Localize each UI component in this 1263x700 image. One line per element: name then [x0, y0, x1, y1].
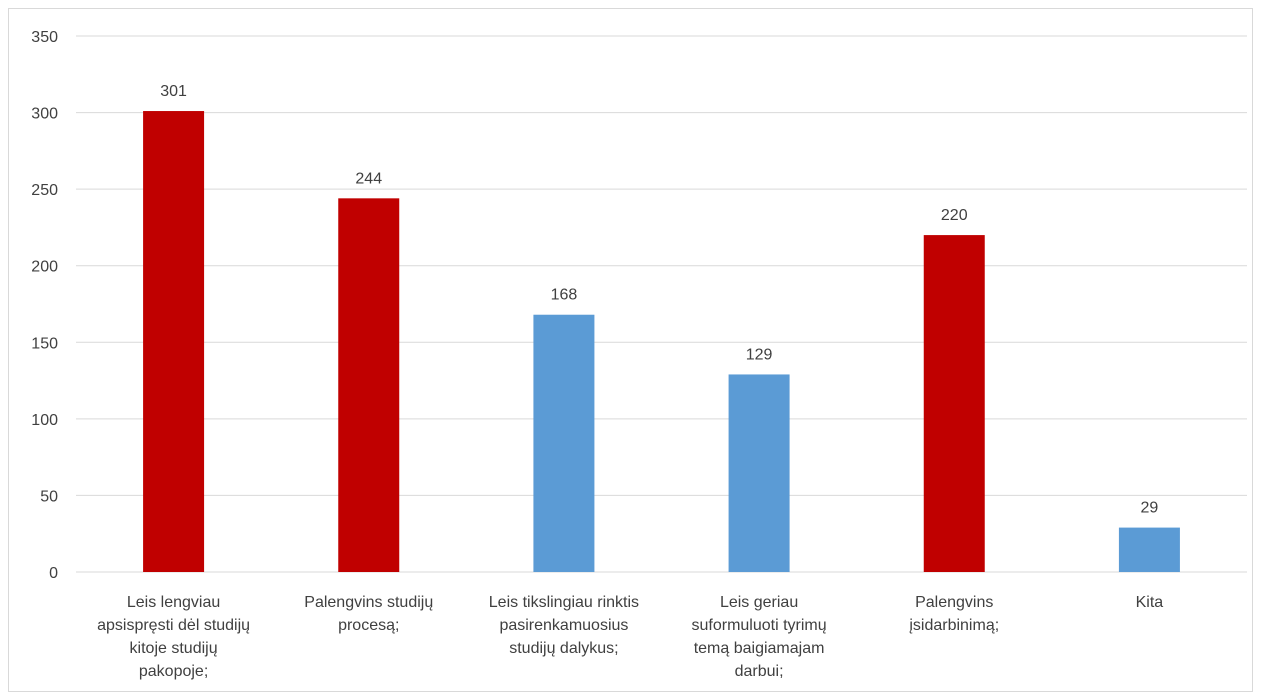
y-tick-label: 150: [31, 335, 58, 352]
x-category-label: Leis lengviau: [127, 594, 220, 611]
data-labels: 301 244 168 129 220 29: [160, 83, 1158, 517]
x-category-label: apsispręsti dėl studijų: [97, 617, 250, 634]
data-label: 301: [160, 83, 187, 100]
x-category-label: suformuluoti tyrimų: [692, 617, 827, 634]
y-tick-label: 350: [31, 29, 58, 46]
x-category-label: Leis geriau: [720, 594, 798, 611]
y-axis-tick-labels: 0 50 100 150 200 250 300 350: [31, 29, 58, 582]
chart-area: 0 50 100 150 200 250 300 350 301 244 168 129 220 29 …: [8, 8, 1253, 692]
y-tick-label: 50: [40, 488, 58, 505]
data-label: 168: [551, 287, 578, 304]
bars: [143, 111, 1180, 573]
y-tick-label: 300: [31, 106, 58, 123]
x-category-label: Palengvins: [915, 594, 993, 611]
y-tick-label: 250: [31, 182, 58, 199]
x-category-label: pasirenkamuosius: [499, 617, 628, 634]
x-category-label: temą baigiamajam: [694, 640, 825, 657]
x-axis-category-labels: Leis lengviau apsispręsti dėl studijų kito…: [97, 594, 1163, 680]
data-label: 220: [941, 207, 968, 224]
gridlines: [76, 35, 1247, 573]
x-category-label: Kita: [1136, 594, 1164, 611]
bar: [1118, 527, 1180, 572]
data-label: 29: [1141, 500, 1159, 517]
bar: [143, 111, 205, 572]
x-category-label: procesą;: [338, 617, 399, 634]
y-tick-label: 200: [31, 259, 58, 276]
x-category-label: kitoje studijų: [130, 640, 218, 657]
x-category-label: studijų dalykus;: [509, 640, 618, 657]
x-category-label: Leis tikslingiau rinktis: [489, 594, 639, 611]
y-tick-label: 0: [49, 565, 58, 582]
data-label: 129: [746, 346, 773, 363]
x-category-label: Palengvins studijų: [304, 594, 433, 611]
bar: [338, 198, 400, 572]
bar: [533, 314, 595, 572]
bar: [728, 374, 790, 572]
y-tick-label: 100: [31, 412, 58, 429]
x-category-label: įsidarbinimą;: [909, 617, 999, 634]
x-category-label: darbui;: [735, 663, 784, 680]
bar: [923, 235, 985, 573]
data-label: 244: [355, 170, 382, 187]
x-category-label: pakopoje;: [139, 663, 208, 680]
